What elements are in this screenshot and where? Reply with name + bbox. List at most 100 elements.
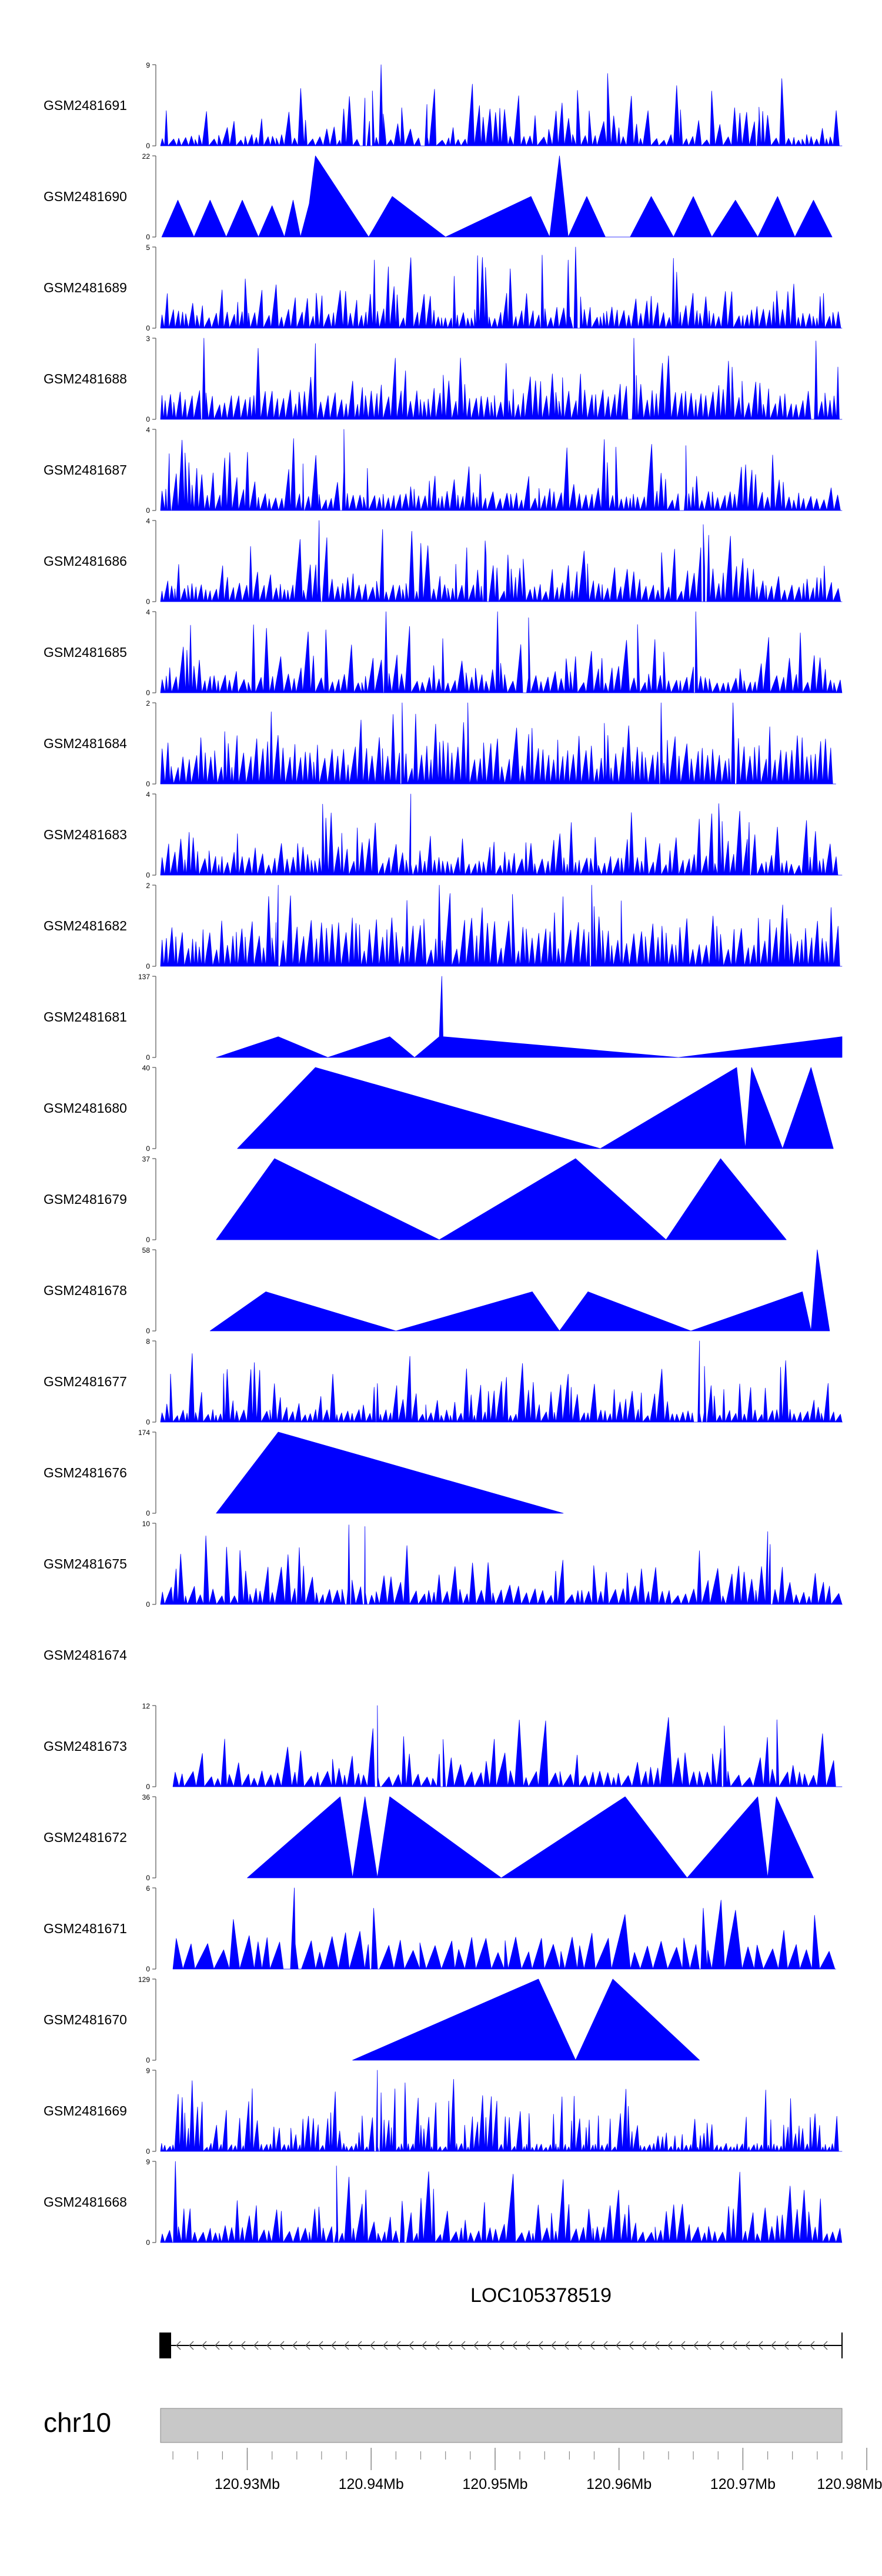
strand-arrow (202, 2341, 207, 2350)
coverage-area (160, 793, 843, 876)
y-zero-label: 0 (146, 1783, 150, 1791)
y-zero-label: 0 (146, 1874, 150, 1882)
track-label: GSM2481688 (44, 371, 127, 386)
coverage-area (160, 246, 843, 329)
strand-arrow (719, 2341, 724, 2350)
track-label: GSM2481674 (44, 1647, 127, 1663)
gene-exon (159, 2333, 171, 2358)
strand-arrows (176, 2341, 828, 2350)
y-max-label: 36 (142, 1793, 151, 1801)
strand-arrow (551, 2341, 556, 2350)
strand-arrow (706, 2341, 711, 2350)
track-label: GSM2481679 (44, 1192, 127, 1207)
y-max-label: 137 (138, 973, 150, 981)
axis-tick-label: 120.97Mb (710, 2476, 776, 2492)
track-GSM2481678: GSM2481678 58 0 (44, 1246, 830, 1335)
track-GSM2481682: GSM2481682 2 0 (44, 882, 843, 970)
gene-name-label: LOC105378519 (470, 2284, 612, 2307)
strand-arrow (318, 2341, 323, 2350)
strand-arrow (215, 2341, 220, 2350)
coverage-area (160, 885, 843, 967)
strand-arrow (460, 2341, 466, 2350)
chromosome-label: chr10 (44, 2407, 111, 2438)
y-max-label: 2 (146, 882, 150, 890)
track-label: GSM2481673 (44, 1739, 127, 1754)
strand-arrow (331, 2341, 336, 2350)
strand-arrow (758, 2341, 763, 2350)
strand-arrow (603, 2341, 608, 2350)
track-GSM2481670: GSM2481670 129 0 (44, 1976, 700, 2064)
y-max-label: 9 (146, 61, 150, 69)
strand-arrow (771, 2341, 776, 2350)
track-GSM2481681: GSM2481681 137 0 (44, 973, 843, 1062)
track-GSM2481689: GSM2481689 5 0 (44, 243, 843, 332)
gene-track: LOC105378519 (159, 2284, 843, 2358)
track-GSM2481668: GSM2481668 9 0 (44, 2158, 843, 2247)
coverage-area (247, 1796, 814, 1878)
strand-arrow (422, 2341, 427, 2350)
track-label: GSM2481678 (44, 1283, 127, 1298)
track-GSM2481677: GSM2481677 8 0 (44, 1337, 843, 1426)
y-zero-label: 0 (146, 1965, 150, 1973)
coverage-area (216, 976, 843, 1058)
y-zero-label: 0 (146, 1418, 150, 1426)
y-max-label: 4 (146, 790, 150, 799)
strand-arrow (279, 2341, 285, 2350)
track-GSM2481683: GSM2481683 4 0 (44, 790, 843, 879)
track-label: GSM2481672 (44, 1830, 127, 1845)
y-max-label: 22 (142, 152, 151, 161)
strand-arrow (176, 2341, 181, 2350)
y-max-label: 9 (146, 2067, 150, 2075)
y-max-label: 3 (146, 335, 150, 343)
strand-arrow (292, 2341, 298, 2350)
strand-arrow (240, 2341, 246, 2350)
y-max-label: 6 (146, 1884, 150, 1893)
coverage-area (160, 429, 843, 511)
y-max-label: 12 (142, 1702, 151, 1710)
strand-arrow (253, 2341, 259, 2350)
coverage-area (160, 1524, 843, 1605)
y-zero-label: 0 (146, 415, 150, 423)
track-label: GSM2481687 (44, 462, 127, 478)
y-zero-label: 0 (146, 1327, 150, 1335)
y-zero-label: 0 (146, 598, 150, 606)
track-label: GSM2481669 (44, 2103, 127, 2118)
strand-arrow (409, 2341, 414, 2350)
track-GSM2481679: GSM2481679 37 0 (44, 1155, 787, 1244)
strand-arrow (797, 2341, 802, 2350)
axis-tick-label: 120.95Mb (462, 2476, 527, 2492)
strand-arrow (473, 2341, 479, 2350)
y-zero-label: 0 (146, 871, 150, 879)
track-label: GSM2481681 (44, 1009, 127, 1025)
axis-tick-label: 120.93Mb (215, 2476, 280, 2492)
coverage-area (160, 1340, 843, 1423)
track-GSM2481671: GSM2481671 6 0 (44, 1884, 836, 1973)
y-zero-label: 0 (146, 1144, 150, 1153)
track-label: GSM2481671 (44, 1921, 127, 1936)
strand-arrow (370, 2341, 375, 2350)
track-GSM2481691: GSM2481691 9 0 (44, 61, 843, 150)
y-max-label: 58 (142, 1246, 151, 1254)
y-zero-label: 0 (146, 962, 150, 970)
y-zero-label: 0 (146, 142, 150, 150)
y-zero-label: 0 (146, 780, 150, 788)
strand-arrow (486, 2341, 492, 2350)
strand-arrow (266, 2341, 272, 2350)
strand-arrow (616, 2341, 621, 2350)
y-zero-label: 0 (146, 1236, 150, 1244)
strand-arrow (344, 2341, 349, 2350)
coverage-area (209, 1249, 830, 1332)
track-GSM2481674: GSM2481674 (44, 1647, 127, 1663)
strand-arrow (629, 2341, 634, 2350)
y-max-label: 8 (146, 1337, 150, 1346)
strand-arrow (447, 2341, 453, 2350)
track-GSM2481685: GSM2481685 4 0 (44, 608, 843, 697)
y-zero-label: 0 (146, 1509, 150, 1517)
strand-arrow (667, 2341, 673, 2350)
strand-arrow (499, 2341, 505, 2350)
coverage-area (160, 520, 843, 602)
track-GSM2481687: GSM2481687 4 0 (44, 426, 843, 515)
y-zero-label: 0 (146, 2238, 150, 2247)
track-label: GSM2481689 (44, 280, 127, 295)
